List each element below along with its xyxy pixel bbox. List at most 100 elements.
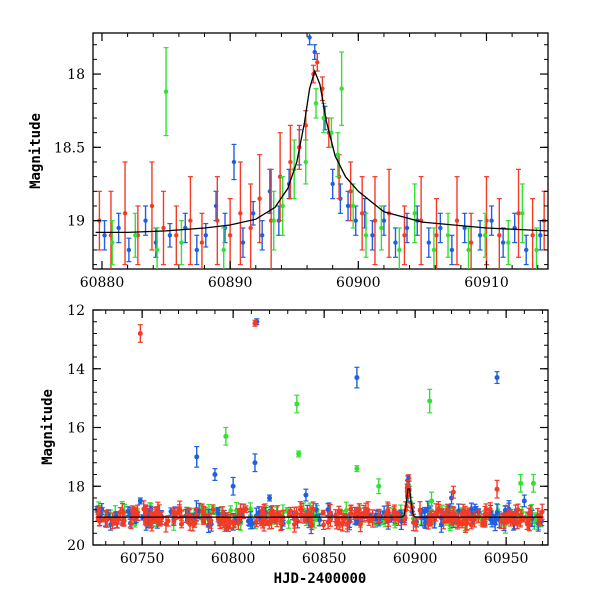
data-point-marker (96, 506, 102, 512)
data-point-marker (454, 218, 460, 223)
blue-data-point (194, 234, 200, 266)
bottom-panel-x-axis-label: HJD-2400000 (274, 571, 367, 587)
y-tick-label: 18.5 (54, 140, 85, 156)
red-data-point (237, 161, 243, 266)
red-data-point (122, 161, 128, 266)
green-data-point (429, 491, 435, 511)
red-baseline-point (171, 507, 177, 516)
x-tick-label: 60800 (211, 551, 256, 567)
green-data-point (533, 227, 539, 269)
data-point-marker (167, 233, 173, 238)
data-point-marker (129, 508, 135, 514)
red-baseline-point (217, 520, 223, 530)
data-point-marker (223, 433, 229, 439)
data-point-marker (511, 519, 517, 525)
green-data-point (412, 183, 418, 244)
data-point-marker (227, 233, 233, 238)
data-point-marker (526, 510, 532, 516)
data-point-marker (354, 466, 360, 472)
red-baseline-point (104, 511, 110, 528)
data-point-marker (194, 247, 200, 253)
data-point-marker (427, 398, 433, 404)
x-tick-label: 60900 (393, 551, 438, 567)
blue-data-point (537, 220, 543, 251)
data-point-marker (502, 507, 508, 513)
red-data-point (252, 319, 258, 327)
data-point-marker (102, 233, 107, 238)
data-point-marker (251, 211, 256, 216)
red-baseline-point (391, 506, 397, 516)
data-point-marker (116, 225, 121, 231)
data-point-marker (359, 211, 365, 216)
blue-data-point (426, 227, 432, 258)
data-point-marker (483, 507, 489, 512)
data-point-marker (354, 375, 360, 381)
data-point-marker (381, 218, 387, 223)
blue-data-point (330, 168, 336, 200)
y-tick-label: 19 (67, 214, 85, 230)
y-tick-label: 18 (67, 479, 85, 495)
green-data-point (178, 220, 184, 266)
data-point-marker (520, 211, 525, 216)
red-data-point (173, 205, 179, 266)
top-panel-y-axis-label: Magnitude (28, 113, 44, 189)
data-point-marker (391, 508, 397, 514)
red-baseline-point (450, 505, 456, 525)
data-point-marker (171, 508, 176, 514)
green-data-point (221, 227, 227, 269)
data-point-marker (221, 247, 226, 253)
red-data-point (199, 212, 205, 269)
data-point-marker (370, 233, 375, 238)
red-baseline-point (356, 503, 362, 516)
red-data-point (496, 198, 502, 269)
blue-data-point (194, 445, 200, 468)
data-point-marker (271, 218, 276, 223)
data-point-marker (137, 498, 143, 504)
blue-data-point (182, 212, 188, 244)
data-point-marker (228, 508, 234, 513)
model-baseline-line (96, 488, 543, 518)
data-point-marker (363, 233, 369, 238)
data-point-marker (431, 247, 437, 253)
red-data-point (149, 161, 155, 251)
data-point-marker (302, 512, 308, 518)
green-data-point (350, 183, 356, 229)
data-point-marker (487, 506, 493, 512)
red-baseline-point (386, 512, 392, 527)
data-point-marker (231, 521, 237, 527)
blue-data-point (523, 234, 529, 266)
green-data-point (296, 450, 302, 458)
data-point-marker (296, 451, 302, 457)
green-data-point (154, 227, 160, 269)
data-point-marker (395, 517, 401, 523)
blue-data-point (369, 220, 375, 251)
data-point-marker (307, 35, 312, 40)
data-point-marker (468, 240, 474, 245)
red-data-point (137, 324, 143, 343)
data-point-marker (494, 486, 500, 492)
red-baseline-point (321, 519, 327, 531)
red-data-point (454, 176, 460, 266)
data-point-marker (434, 233, 439, 238)
blue-data-point (494, 371, 500, 385)
red-baseline-point (483, 503, 489, 516)
red-baseline-point (511, 518, 517, 526)
green-data-point (482, 212, 488, 258)
red-data-point (450, 485, 456, 499)
red-data-point (433, 198, 439, 269)
data-point-marker (128, 521, 134, 527)
green-data-point (271, 190, 277, 251)
green-data-point (445, 212, 451, 258)
red-baseline-point (187, 507, 193, 525)
data-point-marker (426, 240, 432, 245)
red-data-point (314, 52, 320, 72)
red-baseline-point (395, 513, 401, 527)
red-baseline-point (425, 519, 431, 530)
data-point-marker (344, 522, 350, 527)
data-point-marker (315, 60, 320, 65)
blue-baseline-point (422, 506, 428, 517)
data-point-marker (327, 510, 333, 516)
data-point-marker (143, 511, 149, 516)
